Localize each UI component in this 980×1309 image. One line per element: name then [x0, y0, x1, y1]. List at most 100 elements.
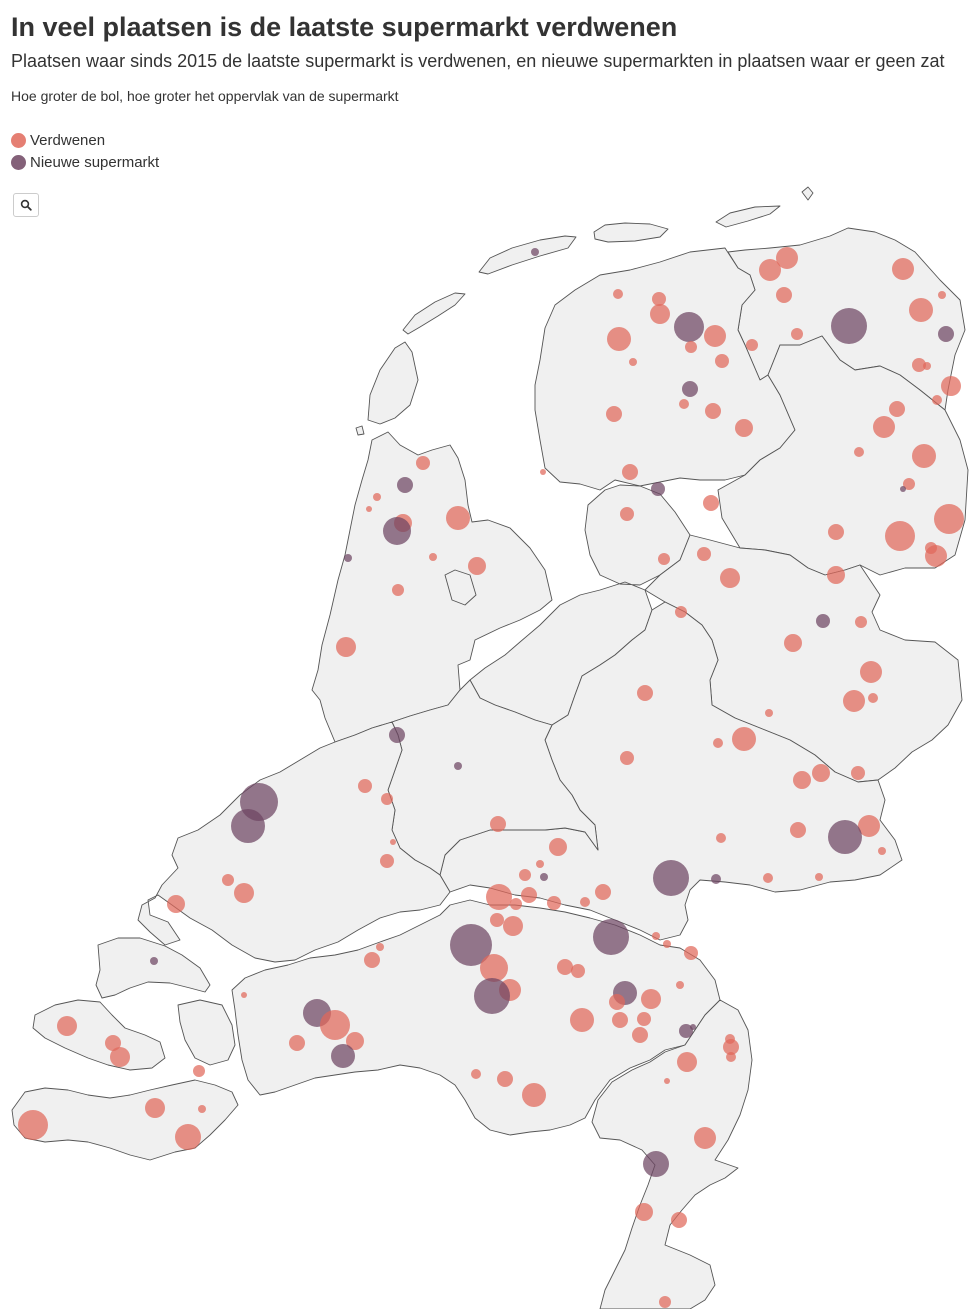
bubble-nieuw-54[interactable] [344, 554, 352, 562]
bubble-verdwenen-97[interactable] [763, 873, 773, 883]
bubble-verdwenen-120[interactable] [676, 981, 684, 989]
bubble-verdwenen-111[interactable] [663, 940, 671, 948]
bubble-verdwenen-57[interactable] [720, 568, 740, 588]
bubble-verdwenen-5[interactable] [652, 292, 666, 306]
bubble-verdwenen-44[interactable] [934, 504, 964, 534]
bubble-verdwenen-151[interactable] [198, 1105, 206, 1113]
legend-item-nieuw[interactable]: Nieuwe supermarkt [11, 151, 159, 173]
bubble-verdwenen-126[interactable] [609, 994, 625, 1010]
bubble-verdwenen-121[interactable] [241, 992, 247, 998]
bubble-nieuw-94[interactable] [540, 873, 548, 881]
bubble-verdwenen-87[interactable] [390, 839, 396, 845]
bubble-verdwenen-32[interactable] [912, 444, 936, 468]
bubble-verdwenen-146[interactable] [471, 1069, 481, 1079]
bubble-verdwenen-84[interactable] [858, 815, 880, 837]
bubble-verdwenen-149[interactable] [522, 1083, 546, 1107]
bubble-verdwenen-73[interactable] [620, 751, 634, 765]
bubble-verdwenen-11[interactable] [909, 298, 933, 322]
bubble-verdwenen-66[interactable] [637, 685, 653, 701]
bubble-verdwenen-1[interactable] [759, 259, 781, 281]
bubble-verdwenen-89[interactable] [380, 854, 394, 868]
bubble-verdwenen-98[interactable] [815, 873, 823, 881]
bubble-verdwenen-130[interactable] [637, 1012, 651, 1026]
bubble-verdwenen-75[interactable] [851, 766, 865, 780]
bubble-verdwenen-43[interactable] [620, 507, 634, 521]
bubble-verdwenen-60[interactable] [675, 606, 687, 618]
bubble-verdwenen-27[interactable] [606, 406, 622, 422]
bubble-verdwenen-80[interactable] [381, 793, 393, 805]
bubble-verdwenen-102[interactable] [595, 884, 611, 900]
bubble-verdwenen-24[interactable] [932, 395, 942, 405]
zoom-search-button[interactable] [13, 193, 39, 217]
bubble-nieuw-15[interactable] [938, 326, 954, 342]
bubble-verdwenen-77[interactable] [793, 771, 811, 789]
bubble-nieuw-81[interactable] [231, 809, 265, 843]
bubble-verdwenen-67[interactable] [843, 690, 865, 712]
bubble-verdwenen-138[interactable] [289, 1035, 305, 1051]
bubble-nieuw-61[interactable] [816, 614, 830, 628]
bubble-verdwenen-135[interactable] [632, 1027, 648, 1043]
bubble-verdwenen-93[interactable] [519, 869, 531, 881]
bubble-verdwenen-13[interactable] [704, 325, 726, 347]
bubble-verdwenen-19[interactable] [715, 354, 729, 368]
bubble-verdwenen-63[interactable] [784, 634, 802, 652]
bubble-verdwenen-2[interactable] [776, 247, 798, 269]
bubble-verdwenen-140[interactable] [723, 1039, 739, 1055]
bubble-nieuw-47[interactable] [383, 517, 411, 545]
bubble-verdwenen-145[interactable] [193, 1065, 205, 1077]
bubble-verdwenen-86[interactable] [716, 833, 726, 843]
bubble-verdwenen-35[interactable] [622, 464, 638, 480]
bubble-verdwenen-110[interactable] [652, 932, 660, 940]
bubble-verdwenen-148[interactable] [664, 1078, 670, 1084]
bubble-verdwenen-91[interactable] [536, 860, 544, 868]
bubble-verdwenen-108[interactable] [503, 916, 523, 936]
bubble-nieuw-123[interactable] [474, 978, 510, 1014]
bubble-verdwenen-4[interactable] [613, 289, 623, 299]
bubble-verdwenen-117[interactable] [480, 954, 508, 982]
bubble-verdwenen-128[interactable] [57, 1016, 77, 1036]
bubble-verdwenen-150[interactable] [145, 1098, 165, 1118]
bubble-verdwenen-100[interactable] [486, 884, 512, 910]
bubble-verdwenen-157[interactable] [671, 1212, 687, 1228]
bubble-nieuw-92[interactable] [653, 860, 689, 896]
bubble-verdwenen-31[interactable] [854, 447, 864, 457]
bubble-verdwenen-154[interactable] [694, 1127, 716, 1149]
bubble-verdwenen-113[interactable] [376, 943, 384, 951]
bubble-verdwenen-58[interactable] [827, 566, 845, 584]
bubble-verdwenen-152[interactable] [18, 1110, 48, 1140]
bubble-verdwenen-20[interactable] [912, 358, 926, 372]
bubble-verdwenen-90[interactable] [878, 847, 886, 855]
bubble-verdwenen-33[interactable] [416, 456, 430, 470]
bubble-nieuw-0[interactable] [531, 248, 539, 256]
bubble-verdwenen-29[interactable] [873, 416, 895, 438]
bubble-verdwenen-106[interactable] [580, 897, 590, 907]
bubble-verdwenen-136[interactable] [346, 1032, 364, 1050]
bubble-verdwenen-76[interactable] [812, 764, 830, 782]
legend-item-verdwenen[interactable]: Verdwenen [11, 129, 159, 151]
bubble-nieuw-96[interactable] [711, 874, 721, 884]
bubble-nieuw-70[interactable] [389, 727, 405, 743]
bubble-verdwenen-69[interactable] [765, 709, 773, 717]
bubble-nieuw-74[interactable] [454, 762, 462, 770]
bubble-verdwenen-42[interactable] [703, 495, 719, 511]
bubble-nieuw-133[interactable] [679, 1024, 693, 1038]
bubble-verdwenen-68[interactable] [868, 693, 878, 703]
bubble-verdwenen-99[interactable] [234, 883, 254, 903]
bubble-nieuw-141[interactable] [331, 1044, 355, 1068]
bubble-nieuw-112[interactable] [450, 924, 492, 966]
bubble-verdwenen-51[interactable] [925, 545, 947, 567]
bubble-verdwenen-119[interactable] [571, 964, 585, 978]
bubble-verdwenen-64[interactable] [336, 637, 356, 657]
bubble-nieuw-9[interactable] [674, 312, 704, 342]
bubble-verdwenen-21[interactable] [923, 362, 931, 370]
bubble-verdwenen-14[interactable] [791, 328, 803, 340]
bubble-nieuw-38[interactable] [397, 477, 413, 493]
bubble-verdwenen-40[interactable] [373, 493, 381, 501]
bubble-verdwenen-88[interactable] [549, 838, 567, 856]
bubble-verdwenen-83[interactable] [790, 822, 806, 838]
bubble-verdwenen-82[interactable] [490, 816, 506, 832]
bubble-verdwenen-52[interactable] [658, 553, 670, 565]
bubble-verdwenen-125[interactable] [641, 989, 661, 1009]
bubble-nieuw-134[interactable] [690, 1024, 696, 1030]
bubble-verdwenen-56[interactable] [468, 557, 486, 575]
